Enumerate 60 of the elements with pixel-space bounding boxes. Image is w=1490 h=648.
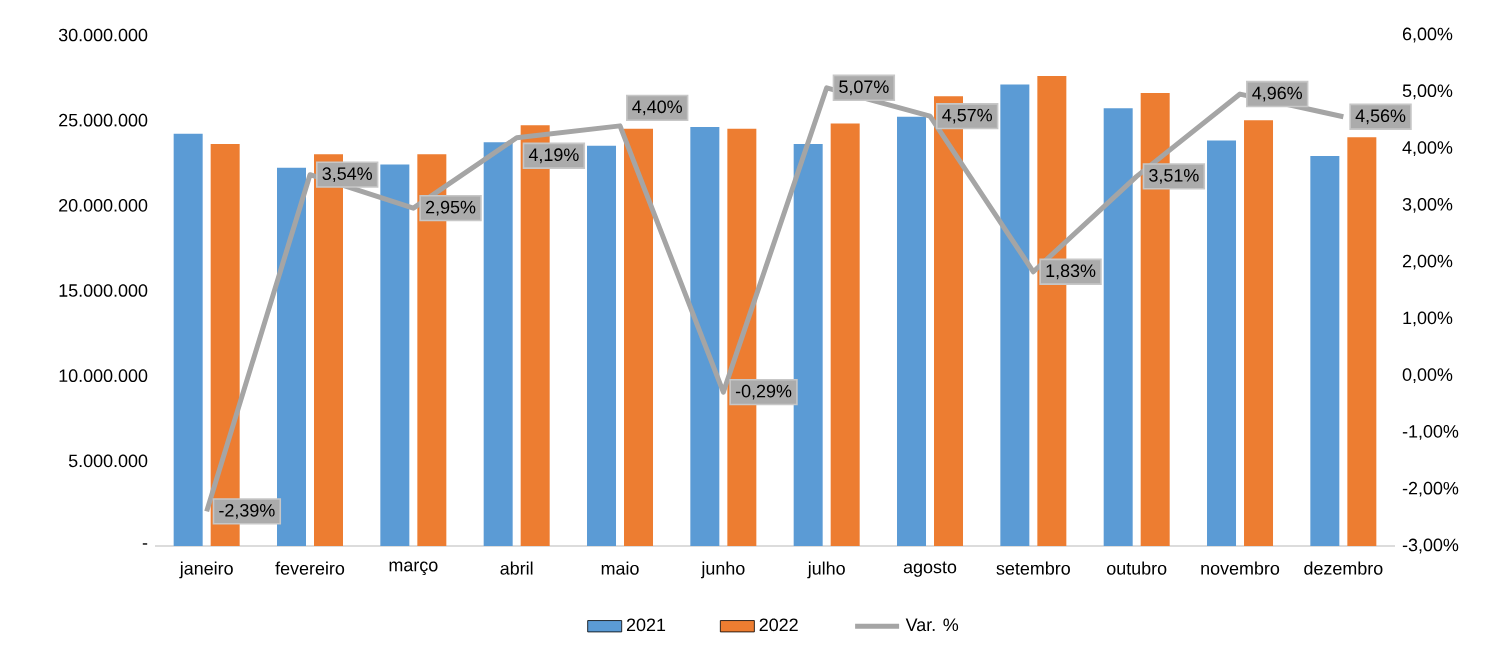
x-tick-label: março (389, 561, 438, 575)
y2-tick-label: 0,00% (1402, 368, 1453, 384)
bar (1000, 84, 1030, 546)
x-tick-label: julho (807, 561, 845, 579)
bar (173, 133, 203, 546)
data-label: 2,95% (426, 200, 476, 216)
y2-tick-label: -1,00% (1402, 425, 1459, 440)
bar (1347, 137, 1377, 546)
y-tick-label: 10.000.000 (59, 369, 148, 383)
y-tick-label: 20.000.000 (59, 198, 148, 212)
legend-label: 2021 (626, 618, 666, 632)
data-label: 4,96% (1252, 86, 1302, 102)
data-label: 5,07% (839, 80, 889, 96)
x-tick-label: abril (500, 561, 533, 575)
data-label: 4,19% (528, 148, 579, 164)
bar (1244, 120, 1274, 546)
y-tick-label: 25.000.000 (59, 113, 148, 127)
bar (277, 167, 306, 546)
legend-label: Var. % (905, 618, 959, 632)
y2-tick-label: -2,00% (1402, 481, 1459, 497)
data-label: 4,57% (942, 108, 992, 124)
y2-tick-label: 4,00% (1402, 141, 1453, 156)
x-tick-label: novembro (1201, 561, 1280, 575)
legend-label: 2022 (759, 618, 798, 632)
y2-tick-label: 5,00% (1402, 84, 1453, 100)
y-tick-label: 15.000.000 (59, 284, 148, 297)
bar (793, 144, 823, 546)
y2-tick-label: -3,00% (1402, 538, 1459, 554)
x-tick-label: dezembro (1304, 561, 1383, 575)
x-tick-label: fevereiro (275, 561, 345, 575)
bar (624, 128, 654, 546)
bar (1103, 108, 1133, 546)
bar (1310, 155, 1340, 546)
bar (830, 123, 860, 546)
y-tick-label: - (142, 543, 148, 545)
data-label: 3,51% (1149, 168, 1199, 184)
data-label: 4,56% (1355, 109, 1406, 125)
data-label: 4,40% (632, 100, 682, 116)
y2-tick-label: 3,00% (1402, 197, 1453, 213)
bar (380, 164, 410, 546)
y2-tick-label: 1,00% (1403, 311, 1453, 327)
data-label: -2,39% (219, 503, 275, 519)
y-tick-label: 5.000.000 (68, 454, 148, 468)
y-tick-label: 30.000.000 (58, 28, 148, 42)
x-tick-label: setembro (996, 561, 1070, 575)
bar (690, 126, 720, 546)
x-tick-label: outubro (1107, 561, 1167, 575)
data-label: -0,29% (735, 384, 792, 400)
x-tick-label: junho (700, 561, 745, 579)
x-tick-label: janeiro (179, 561, 233, 579)
bar (483, 142, 513, 546)
bar (1207, 140, 1237, 546)
bar (587, 145, 617, 546)
x-tick-label: maio (601, 561, 639, 575)
data-label: 3,54% (322, 167, 372, 183)
data-label: 1,83% (1046, 264, 1096, 280)
x-tick-label: agosto (903, 561, 957, 577)
y2-tick-label: 2,00% (1402, 254, 1453, 270)
y2-tick-label: 6,00% (1402, 27, 1453, 43)
bar (897, 116, 927, 546)
